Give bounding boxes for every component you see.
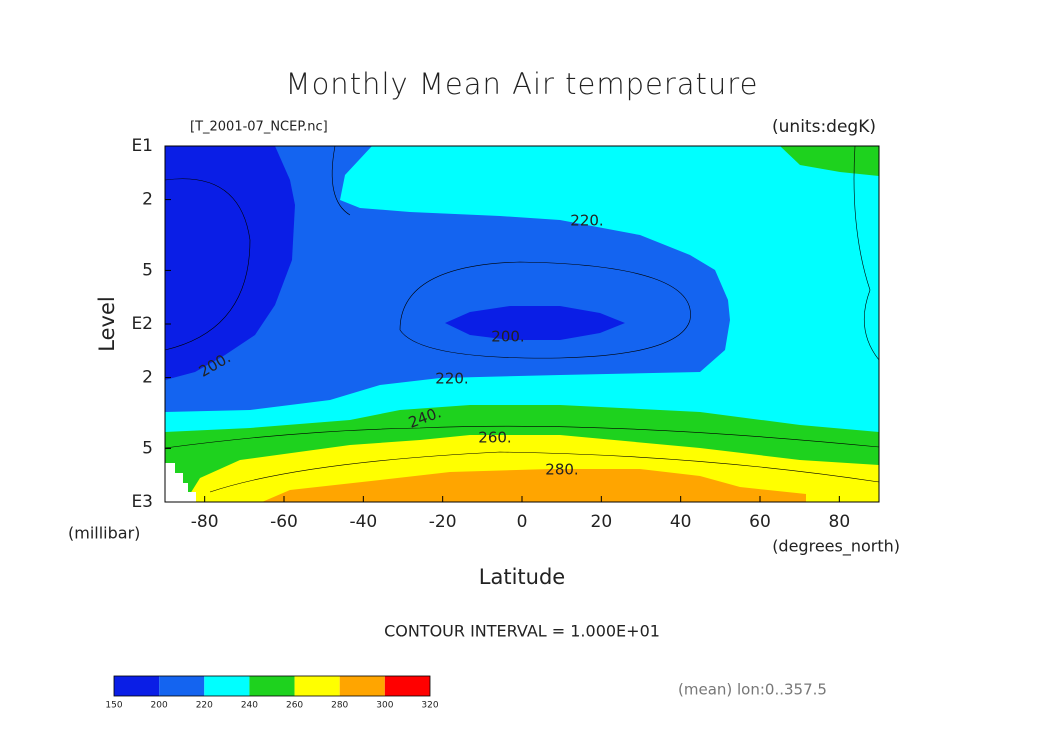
contour-label: 220. xyxy=(435,370,468,388)
colorbar-swatch xyxy=(204,676,250,696)
colorbar-label: 150 xyxy=(105,701,122,711)
colorbar-label: 280 xyxy=(331,701,348,711)
colorbar-swatch xyxy=(159,676,205,696)
x-units: (degrees_north) xyxy=(772,537,900,557)
contour-line xyxy=(209,451,880,493)
x-tick-label: -40 xyxy=(349,512,377,532)
footer: CONTOUR INTERVAL = 1.000E+01 xyxy=(384,622,660,641)
colorbar-label: 220 xyxy=(196,701,213,711)
contour-label: 260. xyxy=(478,429,511,447)
contour-band xyxy=(262,469,806,502)
x-tick-label: -80 xyxy=(191,512,219,532)
contour-band xyxy=(165,146,295,380)
x-tick-label: 0 xyxy=(517,512,528,532)
contour-band xyxy=(165,146,730,412)
contour-line xyxy=(164,178,251,351)
colorbar-label: 320 xyxy=(421,701,438,711)
colorbar-swatch xyxy=(114,676,160,696)
x-tick-label: -20 xyxy=(429,512,457,532)
colorbar-label: 240 xyxy=(241,701,258,711)
contour-label: 280. xyxy=(545,461,578,479)
subtitle: [T_2001-07_NCEP.nc] xyxy=(190,120,328,135)
contour-line xyxy=(331,145,351,216)
y-tick-label: 5 xyxy=(142,260,153,280)
x-tick-label: 40 xyxy=(670,512,692,532)
units: (units:degK) xyxy=(772,117,876,137)
colorbar-swatch xyxy=(339,676,385,696)
y-axis-title: Level xyxy=(95,296,119,351)
contour-label: 200. xyxy=(491,328,524,346)
note: (mean) lon:0..357.5 xyxy=(678,681,827,699)
contour-label: 220. xyxy=(570,212,603,230)
y-tick-label: E3 xyxy=(131,492,153,512)
x-tick-label: 20 xyxy=(591,512,613,532)
y-tick-label: E1 xyxy=(131,136,153,156)
colorbar-label: 260 xyxy=(286,701,303,711)
y-units: (millibar) xyxy=(68,524,140,543)
chart-title: Monthly Mean Air temperature xyxy=(286,67,759,101)
contour-line xyxy=(164,425,880,449)
contour-line xyxy=(853,145,880,361)
plot-area xyxy=(164,145,880,502)
y-tick-label: E2 xyxy=(131,314,153,334)
colorbar-frame xyxy=(113,675,431,697)
y-tick-label: 5 xyxy=(142,438,153,458)
y-tick-label: 2 xyxy=(142,190,153,210)
colorbar-label: 300 xyxy=(376,701,393,711)
colorbar-swatch xyxy=(294,676,340,696)
x-axis-title: Latitude xyxy=(479,565,565,589)
y-tick-label: 2 xyxy=(142,368,153,388)
colorbar-swatch xyxy=(384,676,430,696)
x-tick-label: 60 xyxy=(749,512,771,532)
contour-line xyxy=(399,261,691,359)
contour-band xyxy=(445,306,625,340)
x-tick-label: 80 xyxy=(829,512,851,532)
colorbar-swatch xyxy=(249,676,295,696)
x-tick-label: -60 xyxy=(270,512,298,532)
colorbar-label: 200 xyxy=(151,701,168,711)
missing-data xyxy=(165,463,196,502)
